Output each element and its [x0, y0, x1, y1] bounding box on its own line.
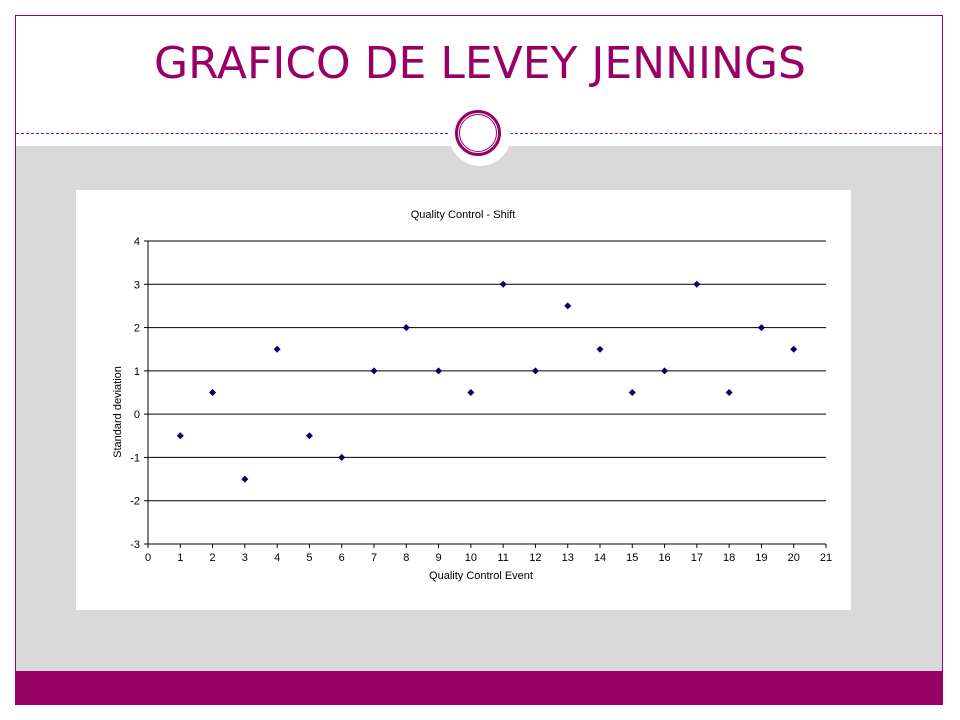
data-point [176, 432, 184, 440]
data-point [435, 367, 443, 375]
x-tick-label: 13 [562, 552, 574, 564]
x-tick-label: 9 [436, 552, 442, 564]
x-tick-label: 21 [820, 552, 832, 564]
data-point [499, 280, 507, 288]
x-tick-label: 10 [465, 552, 477, 564]
data-point [596, 345, 604, 353]
data-point [273, 345, 281, 353]
x-tick-label: 11 [497, 552, 508, 564]
x-tick-label: 16 [658, 552, 670, 564]
y-tick-label: -1 [130, 452, 140, 464]
x-tick-label: 3 [242, 552, 248, 564]
data-point [338, 453, 346, 461]
x-tick-label: 1 [177, 552, 183, 564]
data-point [370, 367, 378, 375]
data-point [209, 389, 217, 396]
x-tick-label: 5 [306, 552, 312, 564]
x-tick-label: 20 [788, 552, 800, 564]
x-tick-label: 7 [371, 552, 377, 564]
grid-lines [148, 240, 826, 502]
x-tick-label: 6 [339, 552, 345, 564]
x-tick-label: 14 [594, 552, 606, 564]
footer-band [16, 671, 942, 704]
data-point [757, 324, 765, 332]
data-point [693, 280, 701, 288]
chart-title: Quality Control - Shift [411, 209, 516, 221]
x-tick-label: 15 [626, 552, 638, 564]
data-point [725, 389, 733, 396]
axes [144, 240, 827, 548]
y-tick-label: 2 [134, 323, 140, 335]
x-tick-label: 2 [210, 552, 216, 564]
ornament-inner-ring-icon [459, 114, 497, 152]
ornament-ring-icon [455, 110, 501, 156]
y-axis-label: Standard deviation [112, 366, 124, 458]
data-point [531, 367, 539, 375]
data-point [564, 302, 572, 310]
data-point [661, 367, 669, 375]
x-tick-label: 12 [529, 552, 541, 564]
x-tick-label: 8 [403, 552, 409, 564]
data-point [790, 345, 798, 353]
x-axis-label: Quality Control Event [429, 570, 533, 582]
x-tick-label: 19 [755, 552, 767, 564]
slide-title: GRAFICO DE LEVEY JENNINGS [154, 38, 806, 89]
data-point [241, 475, 249, 483]
y-tick-label: 3 [134, 279, 140, 291]
data-points [176, 280, 798, 483]
chart-panel: Quality Control - Shift Quality Control … [76, 190, 851, 610]
x-tick-label: 17 [691, 552, 703, 564]
y-tick-label: -3 [130, 539, 140, 551]
x-tick-label: 0 [145, 552, 151, 564]
x-tick-label: 4 [274, 552, 280, 564]
data-point [467, 389, 475, 396]
x-tick-label: 18 [723, 552, 735, 564]
levey-jennings-chart: Quality Control - Shift Quality Control … [112, 209, 832, 582]
y-tick-label: 4 [134, 236, 140, 248]
data-point [628, 389, 636, 396]
data-point [305, 432, 313, 440]
data-point [402, 324, 410, 332]
y-tick-label: -2 [130, 496, 140, 508]
y-tick-label: 0 [134, 409, 140, 421]
y-tick-label: 1 [134, 366, 140, 378]
